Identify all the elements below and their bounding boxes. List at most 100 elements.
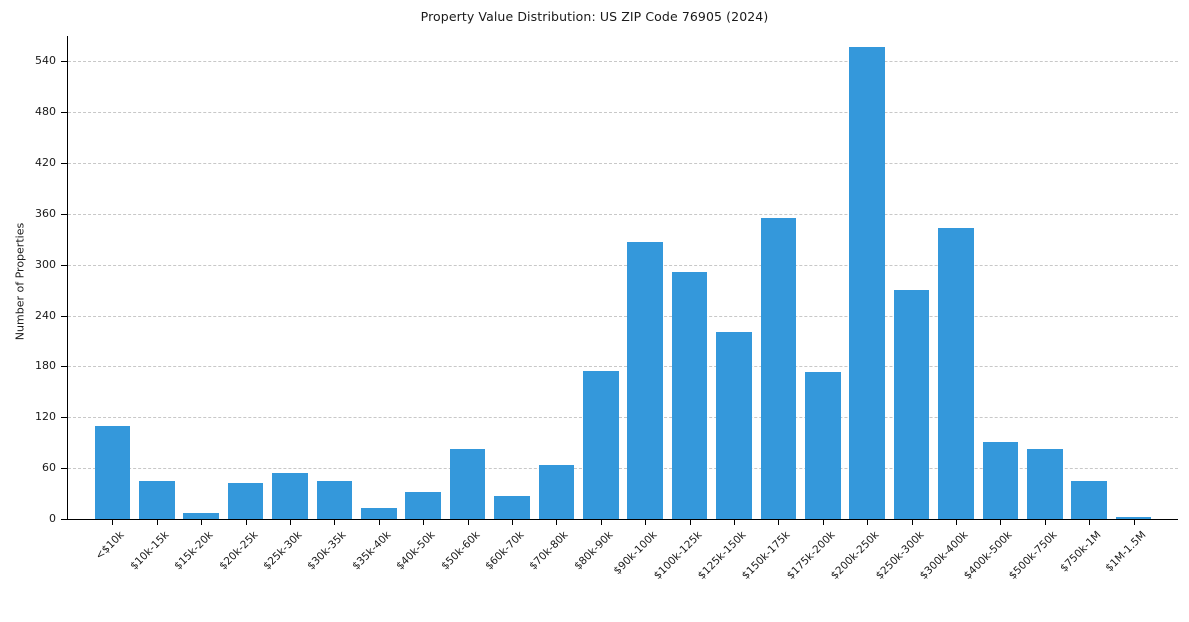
x-tick-mark: [378, 519, 380, 525]
x-tick-label: $300k-400k: [917, 529, 971, 582]
x-tick-mark: [556, 519, 558, 525]
x-tick-mark: [467, 519, 469, 525]
x-tick-label: $200k-250k: [828, 529, 882, 582]
bar[interactable]: [716, 331, 752, 519]
x-tick-label: $25k-30k: [261, 529, 305, 573]
x-tick-mark: [822, 519, 824, 525]
gridline: [68, 366, 1178, 368]
y-tick-mark: [61, 213, 67, 215]
x-tick-label: <$10k: [93, 529, 127, 563]
x-tick-label: $20k-25k: [216, 529, 261, 573]
bar[interactable]: [227, 482, 264, 519]
gridline: [68, 315, 1178, 317]
x-tick-label: $70k-80k: [527, 529, 571, 573]
y-tick-mark: [61, 264, 67, 266]
bar[interactable]: [183, 513, 219, 519]
y-tick-mark: [61, 112, 67, 114]
gridline: [68, 264, 1178, 266]
bars-layer: [68, 36, 1178, 519]
x-tick-mark: [911, 519, 913, 525]
gridline: [68, 213, 1178, 215]
x-tick-label: $100k-125k: [651, 529, 705, 582]
x-tick-mark: [112, 519, 114, 525]
y-tick-label: 240: [35, 308, 56, 322]
x-tick-label: $10k-15k: [127, 529, 172, 573]
x-tick-mark: [734, 519, 735, 525]
bar[interactable]: [272, 473, 308, 519]
x-tick-label: $400k-500k: [962, 529, 1015, 582]
gridline: [68, 468, 1178, 470]
x-tick-label: $30k-35k: [305, 529, 349, 573]
y-tick-mark: [61, 468, 67, 470]
bar[interactable]: [139, 480, 175, 519]
x-tick-label: $175k-200k: [784, 529, 838, 582]
x-tick-label: $250k-300k: [873, 529, 927, 582]
gridline: [68, 417, 1178, 419]
y-tick-label: 300: [35, 257, 56, 271]
x-tick-mark: [423, 519, 425, 525]
x-tick-mark: [689, 519, 691, 525]
x-tick-label: $500k-750k: [1006, 529, 1060, 582]
x-tick-label: $90k-100k: [611, 529, 660, 578]
y-axis-spine: [67, 36, 68, 520]
y-tick-label: 120: [35, 410, 56, 424]
x-tick-mark: [1044, 519, 1046, 525]
bar[interactable]: [938, 227, 974, 519]
x-tick-mark: [956, 519, 957, 525]
x-tick-mark: [512, 519, 513, 525]
gridline: [68, 112, 1178, 114]
bar[interactable]: [316, 480, 353, 519]
y-tick-label: 540: [35, 54, 56, 68]
x-tick-mark: [1133, 519, 1135, 525]
y-tick-mark: [61, 163, 67, 165]
x-tick-label: $40k-50k: [394, 529, 438, 573]
bar[interactable]: [449, 448, 486, 519]
bar[interactable]: [805, 371, 841, 519]
x-tick-label: $80k-90k: [571, 529, 616, 573]
x-tick-label: $1M-1.5M: [1102, 529, 1149, 575]
y-axis-title: Number of Properties: [13, 222, 27, 341]
bar[interactable]: [538, 464, 575, 519]
gridline: [68, 163, 1178, 165]
bar[interactable]: [627, 241, 663, 519]
y-tick-mark: [61, 519, 67, 520]
bar[interactable]: [583, 370, 619, 519]
y-tick-label: 360: [35, 206, 56, 220]
y-tick-label: 180: [35, 359, 56, 373]
x-tick-mark: [778, 519, 780, 525]
bar[interactable]: [1027, 448, 1063, 519]
y-tick-mark: [61, 366, 67, 368]
x-tick-label: $35k-40k: [349, 529, 394, 573]
x-tick-label: $15k-20k: [172, 529, 216, 573]
bar[interactable]: [982, 441, 1019, 519]
y-tick-mark: [61, 315, 67, 317]
bar-chart: Property Value Distribution: US ZIP Code…: [13, 9, 1178, 582]
x-tick-mark: [645, 519, 647, 525]
x-tick-label: $150k-175k: [740, 529, 793, 582]
x-axis-spine: [68, 519, 1178, 520]
x-tick-mark: [867, 519, 869, 525]
bar[interactable]: [405, 491, 441, 519]
y-tick-mark: [61, 417, 67, 419]
bar[interactable]: [760, 218, 797, 519]
bar[interactable]: [361, 507, 397, 519]
x-tick-label: $750k-1M: [1058, 529, 1104, 575]
bar[interactable]: [671, 271, 708, 519]
gridline: [68, 61, 1178, 63]
x-tick-mark: [201, 519, 203, 525]
bar[interactable]: [1115, 517, 1152, 519]
bar[interactable]: [849, 47, 885, 519]
x-tick-label: $50k-60k: [438, 529, 483, 573]
y-tick-label: 480: [35, 105, 56, 119]
y-tick-label: 60: [42, 461, 56, 475]
y-tick-mark: [61, 61, 67, 63]
bar[interactable]: [94, 425, 131, 519]
x-tick-mark: [1089, 519, 1091, 525]
x-tick-label: $125k-150k: [695, 529, 749, 582]
bar[interactable]: [1071, 480, 1107, 519]
y-tick-label: 420: [35, 156, 56, 170]
bar[interactable]: [494, 496, 530, 519]
x-tick-label: $60k-70k: [483, 529, 527, 573]
bar[interactable]: [893, 290, 930, 519]
x-tick-mark: [245, 519, 247, 525]
